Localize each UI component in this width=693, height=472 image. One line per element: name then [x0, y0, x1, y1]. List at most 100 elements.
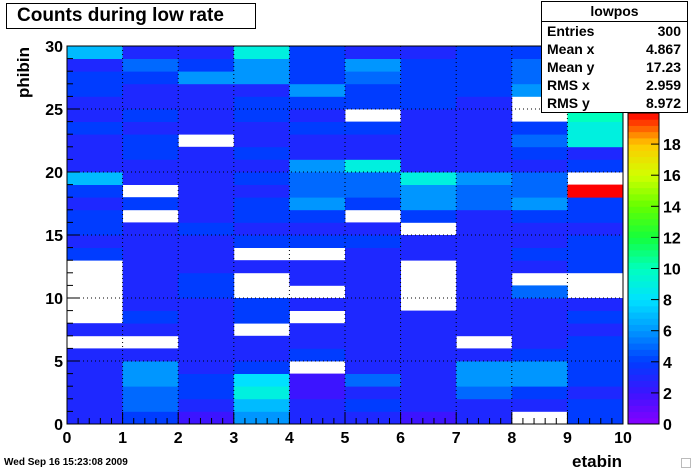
heatmap-cell: [178, 209, 235, 223]
heatmap-cell: [456, 109, 513, 122]
heatmap-cell: [67, 172, 123, 185]
heatmap-cell: [345, 260, 401, 274]
palette-tick-label: 18: [663, 137, 681, 154]
stats-row-rms-x: RMS x 2.959: [542, 76, 687, 94]
heatmap-cell: [67, 209, 123, 223]
stats-row-entries: Entries 300: [542, 22, 687, 40]
heatmap-cell: [345, 298, 401, 311]
heatmap-cell: [345, 46, 401, 59]
palette-step: [628, 392, 659, 400]
stats-label: Mean x: [547, 41, 595, 57]
y-tick-label: 20: [45, 165, 63, 182]
palette-step: [628, 274, 659, 282]
heatmap-cell: [567, 159, 624, 173]
y-tick-label: 15: [45, 228, 63, 245]
heatmap-cell: [178, 235, 235, 248]
heatmap-cell: [456, 235, 513, 248]
heatmap-cell: [178, 146, 235, 160]
heatmap-cell: [511, 348, 568, 362]
heatmap-cell: [178, 335, 235, 349]
palette-step: [628, 156, 659, 164]
heatmap-cell: [122, 298, 179, 311]
heatmap-cell: [400, 109, 457, 122]
date-stamp: Wed Sep 16 15:23:08 2009: [4, 457, 128, 468]
heatmap-cell: [567, 209, 624, 223]
heatmap-cell: [122, 96, 179, 110]
heatmap-cell: [178, 298, 235, 311]
palette-step: [628, 299, 659, 307]
heatmap-cell: [122, 197, 179, 211]
heatmap-cell: [122, 310, 179, 324]
heatmap-cell: [511, 197, 568, 211]
heatmap-cell: [567, 373, 624, 387]
palette-step: [628, 212, 659, 220]
heatmap-cell: [456, 361, 513, 374]
heatmap-cell: [67, 361, 123, 374]
heatmap-cell: [345, 159, 401, 173]
heatmap-cell: [178, 96, 235, 110]
heatmap-cell: [511, 298, 568, 311]
x-tick-label: 6: [396, 430, 405, 447]
heatmap-cell: [456, 58, 513, 72]
palette-tick-label: 16: [663, 168, 681, 185]
heatmap-cell: [345, 134, 401, 148]
heatmap-cell: [567, 121, 624, 135]
heatmap-cell: [289, 398, 346, 412]
stats-label: RMS x: [547, 77, 590, 93]
palette-step: [628, 305, 659, 313]
palette-step: [628, 237, 659, 245]
heatmap-cell: [67, 184, 123, 198]
heatmap-cell: [345, 285, 401, 299]
palette-step: [628, 150, 659, 158]
palette-step: [628, 262, 659, 269]
heatmap-cell: [122, 398, 179, 412]
heatmap-cell: [456, 209, 513, 223]
palette-step: [628, 193, 659, 201]
heatmap-cell: [178, 348, 235, 362]
heatmap-cell: [289, 58, 346, 72]
stats-label: Mean y: [547, 59, 595, 75]
palette-step: [628, 411, 659, 419]
palette-step: [628, 380, 659, 388]
heatmap-cell: [67, 373, 123, 387]
heatmap-cell: [345, 411, 401, 425]
heatmap-cell: [289, 71, 346, 85]
palette-step: [628, 119, 659, 126]
palette-step: [628, 144, 659, 151]
heatmap-cell: [511, 209, 568, 223]
heatmap-cell: [122, 323, 179, 337]
palette-step: [628, 368, 659, 375]
heatmap-cell: [345, 361, 401, 374]
heatmap-cell: [511, 386, 568, 400]
heatmap-cell: [178, 58, 235, 72]
palette-step: [628, 224, 659, 232]
heatmap-cell: [122, 222, 179, 236]
heatmap-cell: [178, 197, 235, 211]
palette-step: [628, 131, 659, 139]
heatmap-cell: [511, 373, 568, 387]
heatmap-cell: [345, 71, 401, 85]
heatmap-cell: [456, 172, 513, 185]
heatmap-cell: [345, 58, 401, 72]
x-tick-label: 9: [563, 430, 572, 447]
stats-row-mean-y: Mean y 17.23: [542, 58, 687, 76]
x-tick-label: 1: [118, 430, 127, 447]
heatmap-cell: [345, 96, 401, 110]
heatmap-cell: [289, 373, 346, 387]
heatmap-cell: [122, 46, 179, 59]
heatmap-cell: [67, 134, 123, 148]
heatmap-cell: [233, 172, 290, 185]
heatmap-cell: [567, 146, 624, 160]
heatmap-cell: [178, 272, 235, 286]
heatmap-cell: [456, 46, 513, 59]
heatmap-cell: [289, 272, 346, 286]
palette-tick-label: 2: [663, 386, 672, 403]
heatmap-cell: [345, 197, 401, 211]
heatmap-cell: [289, 348, 346, 362]
palette-tick-label: 10: [663, 262, 681, 279]
heatmap-cell: [67, 235, 123, 248]
heatmap-cell: [567, 323, 624, 337]
resize-handle[interactable]: [681, 458, 691, 468]
heatmap-cell: [400, 386, 457, 400]
heatmap-cell: [67, 348, 123, 362]
